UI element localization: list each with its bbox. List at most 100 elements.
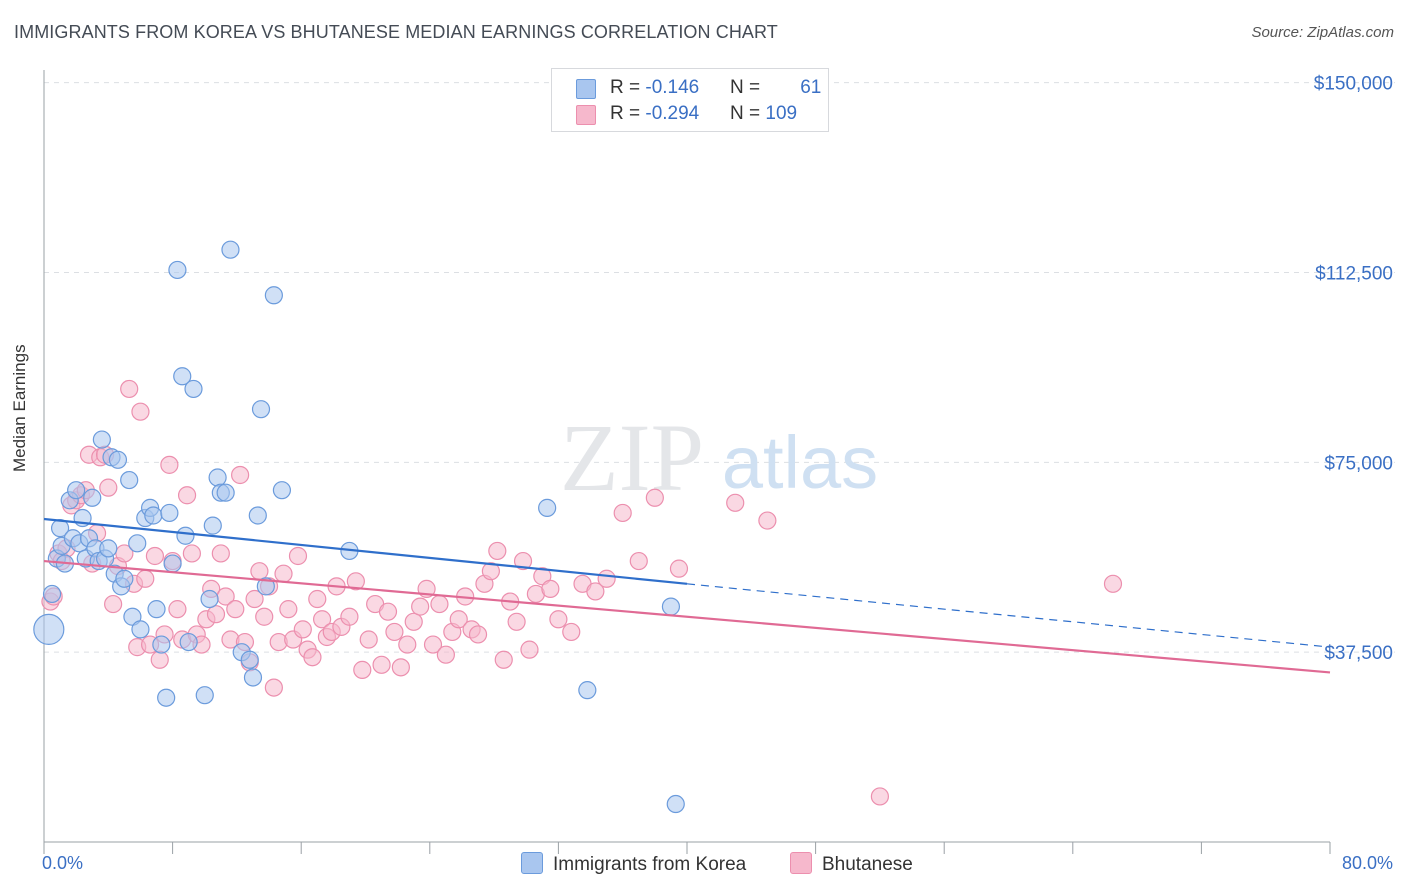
korea-point-7 <box>67 481 86 500</box>
y-tick-label-3: $150,000 <box>1314 74 1393 95</box>
korea-point-46 <box>221 240 240 259</box>
bhutanese-point-67 <box>359 630 378 649</box>
korea-point-58 <box>661 597 681 616</box>
bhutanese-point-46 <box>250 562 269 581</box>
legend-label-bhutanese: Bhutanese <box>822 854 913 875</box>
bhutanese-point-79 <box>436 645 455 664</box>
bhutanese-point-77 <box>423 635 443 654</box>
legend-item-korea[interactable]: Immigrants from Korea <box>521 852 746 876</box>
bhutanese-point-73 <box>398 635 417 654</box>
legend-item-bhutanese[interactable]: Bhutanese <box>790 852 913 876</box>
korea-point-49 <box>243 668 263 687</box>
bhutanese-point-59 <box>312 610 332 629</box>
grid-lines <box>44 82 1395 653</box>
korea-point-48 <box>240 650 259 669</box>
bhutanese-point-22 <box>136 569 155 588</box>
bhutanese-point-90 <box>507 612 526 631</box>
korea-point-54 <box>272 481 292 500</box>
bhutanese-point-15 <box>104 594 123 614</box>
legend-swatch-bhutanese-bottom <box>790 852 812 874</box>
korea-point-42 <box>203 516 222 535</box>
bhutanese-point-49 <box>264 678 283 697</box>
legend-n-korea: N = 61 <box>730 77 822 98</box>
legend-swatch-korea <box>576 79 596 99</box>
watermark-atlas: atlas <box>722 421 878 504</box>
source-credit: Source: ZipAtlas.com <box>1251 24 1394 41</box>
korea-point-37 <box>176 526 195 545</box>
bhutanese-point-95 <box>541 579 560 598</box>
korea-point-26 <box>131 620 150 639</box>
bhutanese-point-55 <box>293 620 312 639</box>
series-legend: Immigrants from Korea Bhutanese <box>0 852 1406 878</box>
watermark-zip: ZIP <box>560 404 704 511</box>
y-tick-label-2: $112,500 <box>1315 263 1393 284</box>
korea-point-60 <box>33 613 65 645</box>
bhutanese-point-51 <box>274 564 293 583</box>
bhutanese-point-87 <box>488 541 507 561</box>
bhutanese-point-72 <box>391 658 410 677</box>
x-tick-label-min: 0.0% <box>42 853 83 873</box>
korea-point-52 <box>256 577 275 596</box>
bhutanese-point-54 <box>288 546 308 566</box>
korea-point-33 <box>160 503 179 523</box>
korea-point-45 <box>216 483 235 502</box>
bhutanese-point-58 <box>308 589 327 609</box>
bhutanese-point-37 <box>206 605 226 624</box>
korea-point-38 <box>179 632 198 652</box>
korea-point-30 <box>147 600 166 619</box>
bhutanese-point-100 <box>597 569 616 588</box>
bhutanese-point-57 <box>303 648 322 667</box>
bhutanese-point-70 <box>378 602 398 621</box>
bhutanese-point-103 <box>645 488 664 507</box>
korea-point-0 <box>42 584 62 604</box>
legend-swatch-bhutanese <box>576 105 596 125</box>
korea-point-20 <box>108 450 128 469</box>
bhutanese-point-86 <box>481 562 500 581</box>
korea-point-39 <box>184 379 203 399</box>
korea-point-12 <box>83 488 102 507</box>
korea-point-53 <box>264 286 283 305</box>
korea-point-43 <box>208 468 227 487</box>
bhutanese-point-21 <box>131 402 150 421</box>
bhutanese-point-41 <box>226 600 245 619</box>
korea-point-22 <box>115 569 134 588</box>
bhutanese-point-106 <box>758 511 777 530</box>
bhutanese-point-17 <box>115 544 134 563</box>
legend-r-value-bhutanese: -0.294 <box>645 103 700 124</box>
legend-n-value-korea: 61 <box>800 77 822 98</box>
bhutanese-point-96 <box>549 610 568 629</box>
chart-title: IMMIGRANTS FROM KOREA VS BHUTANESE MEDIA… <box>14 22 778 42</box>
bhutanese-point-24 <box>145 546 165 566</box>
korea-point-15 <box>92 430 111 449</box>
korea-point-34 <box>163 554 182 573</box>
bhutanese-point-104 <box>669 559 689 578</box>
trend-lines <box>43 517 1331 674</box>
axes <box>43 70 1331 854</box>
y-tick-label-0: $37,500 <box>1324 643 1393 664</box>
legend-n-value-bhutanese: 109 <box>765 103 798 124</box>
bhutanese-point-99 <box>586 582 605 601</box>
korea-point-35 <box>168 260 187 280</box>
legend-r-value-korea: -0.146 <box>645 77 700 98</box>
watermark: ZIP atlas <box>560 404 878 511</box>
bhutanese-point-25 <box>150 650 169 669</box>
bhutanese-point-38 <box>211 544 230 563</box>
bhutanese-point-108 <box>1103 574 1123 593</box>
trend-line-korea-extension <box>686 583 1331 648</box>
legend-row-korea: R = -0.146 N = 61 <box>552 75 828 101</box>
x-tick-label-max: 80.0% <box>1342 853 1393 873</box>
bhutanese-point-92 <box>520 640 539 659</box>
korea-point-29 <box>144 506 163 525</box>
bhutanese-point-31 <box>177 486 197 505</box>
bhutanese-point-66 <box>353 660 372 679</box>
korea-point-51 <box>251 400 271 419</box>
bhutanese-point-18 <box>120 379 139 399</box>
tick-labels: $37,500 $75,000 $112,500 $150,000 0.0% 80.0% <box>42 74 1393 873</box>
bhutanese-point-71 <box>385 622 404 642</box>
bhutanese-point-65 <box>346 572 365 591</box>
bhutanese-point-27 <box>160 455 179 474</box>
korea-point-23 <box>120 470 139 490</box>
bhutanese-point-97 <box>562 622 581 642</box>
korea-point-59 <box>666 794 685 814</box>
